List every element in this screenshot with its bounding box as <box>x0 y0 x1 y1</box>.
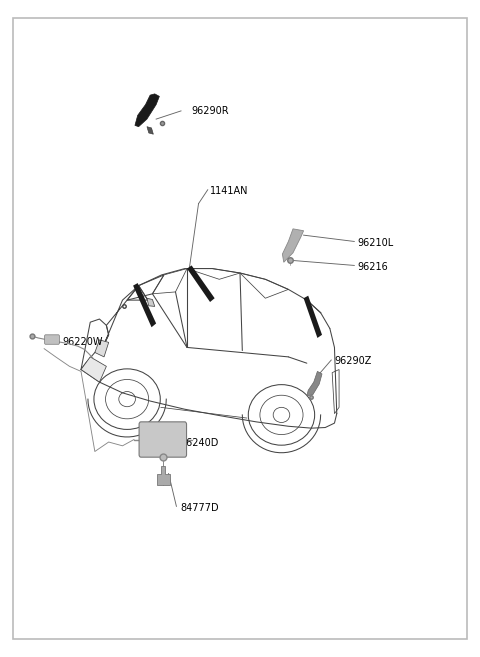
Polygon shape <box>157 466 170 485</box>
Text: 96216: 96216 <box>358 262 388 272</box>
Polygon shape <box>95 340 108 357</box>
Text: 96290R: 96290R <box>192 106 229 116</box>
Polygon shape <box>307 371 322 396</box>
Polygon shape <box>133 283 156 327</box>
Polygon shape <box>282 229 303 262</box>
Text: 96210L: 96210L <box>358 238 394 248</box>
Polygon shape <box>81 357 107 382</box>
Polygon shape <box>303 296 322 338</box>
Text: 1141AN: 1141AN <box>210 186 249 196</box>
Text: 96290Z: 96290Z <box>335 356 372 367</box>
Polygon shape <box>147 298 155 306</box>
Text: 96220W: 96220W <box>62 338 103 348</box>
Text: 84777D: 84777D <box>180 503 219 513</box>
Polygon shape <box>147 127 154 134</box>
Polygon shape <box>135 94 159 127</box>
FancyBboxPatch shape <box>139 422 187 457</box>
Text: 96240D: 96240D <box>180 438 218 448</box>
FancyBboxPatch shape <box>45 335 60 344</box>
Polygon shape <box>187 265 215 302</box>
